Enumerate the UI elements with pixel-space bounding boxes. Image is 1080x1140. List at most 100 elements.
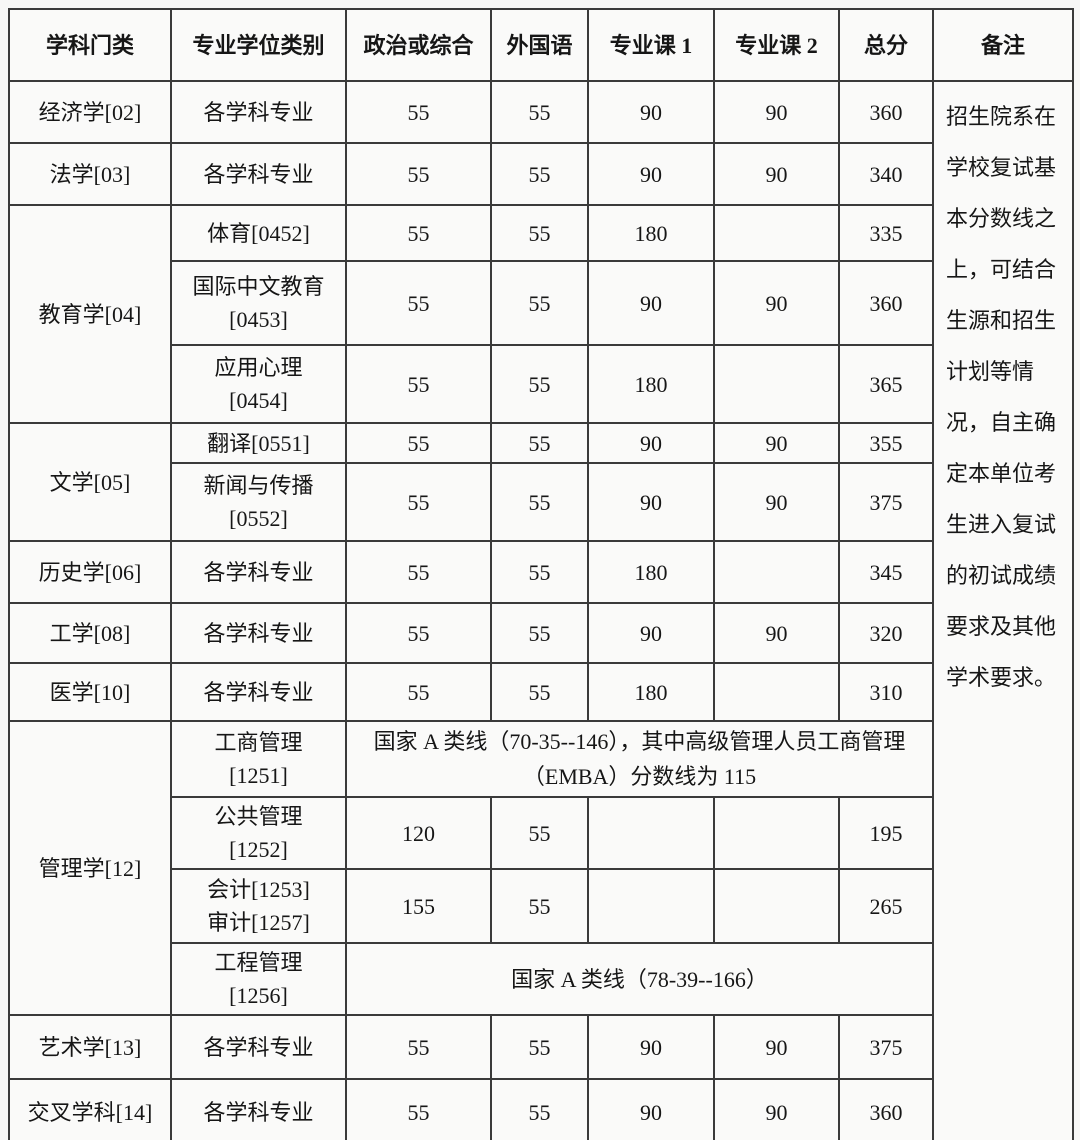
total-cell: 195 bbox=[838, 796, 934, 871]
score-cell: 90 bbox=[713, 260, 840, 346]
score-cell: 90 bbox=[587, 422, 715, 464]
table-row: 管理学[12] 工商管理 [1251] 国家 A 类线（70-35--146），… bbox=[8, 719, 1073, 1017]
score-cell: 55 bbox=[490, 462, 589, 542]
score-cell: 55 bbox=[490, 80, 589, 144]
table-row: 工学[08] 各学科专业 55 55 90 90 320 bbox=[8, 602, 1073, 664]
total-cell: 375 bbox=[838, 462, 934, 542]
score-cell: 55 bbox=[345, 422, 492, 464]
major-cell: 各学科专业 bbox=[170, 602, 347, 664]
score-cell: 55 bbox=[490, 344, 589, 424]
table-row: 历史学[06] 各学科专业 55 55 180 345 bbox=[8, 540, 1073, 604]
score-cell: 180 bbox=[587, 204, 715, 262]
total-cell: 360 bbox=[838, 1078, 934, 1140]
category-cell: 工学[08] bbox=[8, 602, 172, 664]
total-cell: 355 bbox=[838, 422, 934, 464]
major-cell: 各学科专业 bbox=[170, 1014, 347, 1081]
header-remarks: 备注 bbox=[932, 8, 1074, 82]
score-cell: 55 bbox=[345, 1014, 492, 1081]
score-cell: 90 bbox=[587, 602, 715, 664]
header-foreign-language: 外国语 bbox=[490, 8, 589, 82]
table-row: 艺术学[13] 各学科专业 55 55 90 90 375 bbox=[8, 1014, 1073, 1081]
major-cell: 国际中文教育 [0453] bbox=[170, 260, 347, 346]
major-cell: 会计[1253] 审计[1257] bbox=[170, 868, 347, 945]
score-cell: 155 bbox=[345, 868, 492, 945]
score-table: 学科门类 专业学位类别 政治或综合 外国语 专业课 1 专业课 2 总分 备注 … bbox=[8, 8, 1074, 1140]
major-cell: 应用心理 [0454] bbox=[170, 344, 347, 424]
score-cell: 55 bbox=[345, 662, 492, 722]
header-degree-type: 专业学位类别 bbox=[170, 8, 347, 82]
score-cell: 180 bbox=[587, 662, 715, 722]
score-cell: 55 bbox=[490, 602, 589, 664]
total-cell: 320 bbox=[838, 602, 934, 664]
score-cell: 55 bbox=[490, 204, 589, 262]
total-cell: 265 bbox=[838, 868, 934, 945]
table-row: 应用心理 [0454] 55 55 180 365 bbox=[9, 344, 1073, 424]
category-cell: 管理学[12] bbox=[8, 719, 172, 1017]
score-cell: 55 bbox=[490, 1014, 589, 1081]
score-cell: 90 bbox=[713, 462, 840, 542]
score-cell: 55 bbox=[345, 142, 492, 206]
score-cell: 90 bbox=[713, 1078, 840, 1140]
score-cell: 55 bbox=[345, 260, 492, 346]
major-cell: 工商管理 [1251] bbox=[170, 719, 347, 799]
header-course-2: 专业课 2 bbox=[713, 8, 840, 82]
table-row: 法学[03] 各学科专业 55 55 90 90 340 bbox=[8, 142, 1073, 206]
score-cell: 180 bbox=[587, 540, 715, 604]
remark-cell: 招生院系在学校复试基本分数线之上，可结合生源和招生计划等情况，自主确定本单位考生… bbox=[932, 79, 1074, 1140]
score-cell: 55 bbox=[490, 662, 589, 722]
category-cell: 文学[05] bbox=[8, 422, 172, 542]
category-cell: 经济学[02] bbox=[8, 80, 172, 144]
score-cell: 55 bbox=[345, 204, 492, 262]
score-cell: 90 bbox=[713, 1014, 840, 1081]
category-cell: 教育学[04] bbox=[8, 204, 172, 424]
score-cell: 55 bbox=[345, 540, 492, 604]
category-cell: 医学[10] bbox=[8, 662, 172, 722]
total-cell: 360 bbox=[838, 80, 934, 144]
score-cell: 55 bbox=[345, 462, 492, 542]
table-row: 公共管理 [1252] 120 55 195 bbox=[9, 796, 1073, 871]
score-cell: 90 bbox=[713, 422, 840, 464]
total-cell: 310 bbox=[838, 662, 934, 722]
major-cell: 翻译[0551] bbox=[170, 422, 347, 464]
table-row: 新闻与传播 [0552] 55 55 90 90 375 bbox=[9, 462, 1073, 542]
score-cell: 120 bbox=[345, 796, 492, 871]
major-cell: 工程管理 [1256] bbox=[170, 942, 347, 1017]
major-cell: 各学科专业 bbox=[170, 80, 347, 144]
table-row: 医学[10] 各学科专业 55 55 180 310 bbox=[8, 662, 1073, 722]
national-line-note-cell: 国家 A 类线（78-39--166） bbox=[345, 942, 934, 1017]
major-cell: 体育[0452] bbox=[170, 204, 347, 262]
score-cell: 55 bbox=[490, 142, 589, 206]
score-cell bbox=[713, 540, 840, 604]
score-cell bbox=[713, 344, 840, 424]
score-cell bbox=[587, 796, 715, 871]
score-cell: 55 bbox=[345, 344, 492, 424]
score-cell: 180 bbox=[587, 344, 715, 424]
score-cell: 90 bbox=[587, 260, 715, 346]
category-cell: 交叉学科[14] bbox=[8, 1078, 172, 1140]
major-cell: 各学科专业 bbox=[170, 1078, 347, 1140]
score-cell bbox=[713, 204, 840, 262]
table-row: 文学[05] 翻译[0551] 55 55 90 90 355 bbox=[8, 422, 1073, 542]
score-cell bbox=[713, 662, 840, 722]
major-cell: 各学科专业 bbox=[170, 142, 347, 206]
category-cell: 历史学[06] bbox=[8, 540, 172, 604]
score-cell: 55 bbox=[345, 602, 492, 664]
score-cell: 90 bbox=[713, 602, 840, 664]
table-row: 经济学[02] 各学科专业 55 55 90 90 360 招生院系在学校复试基… bbox=[8, 79, 1074, 1140]
score-cell: 55 bbox=[490, 1078, 589, 1140]
table-row: 会计[1253] 审计[1257] 155 55 265 bbox=[9, 868, 1073, 945]
score-cell bbox=[587, 868, 715, 945]
header-course-1: 专业课 1 bbox=[587, 8, 715, 82]
score-cell: 90 bbox=[713, 80, 840, 144]
score-cell: 90 bbox=[587, 1014, 715, 1081]
major-cell: 公共管理 [1252] bbox=[170, 796, 347, 871]
score-cell: 55 bbox=[490, 260, 589, 346]
score-cell: 55 bbox=[345, 80, 492, 144]
header-row: 学科门类 专业学位类别 政治或综合 外国语 专业课 1 专业课 2 总分 备注 bbox=[8, 8, 1074, 82]
total-cell: 340 bbox=[838, 142, 934, 206]
score-cell: 90 bbox=[587, 80, 715, 144]
table-row: 工程管理 [1256] 国家 A 类线（78-39--166） bbox=[9, 942, 1073, 1017]
total-cell: 375 bbox=[838, 1014, 934, 1081]
major-cell: 各学科专业 bbox=[170, 540, 347, 604]
